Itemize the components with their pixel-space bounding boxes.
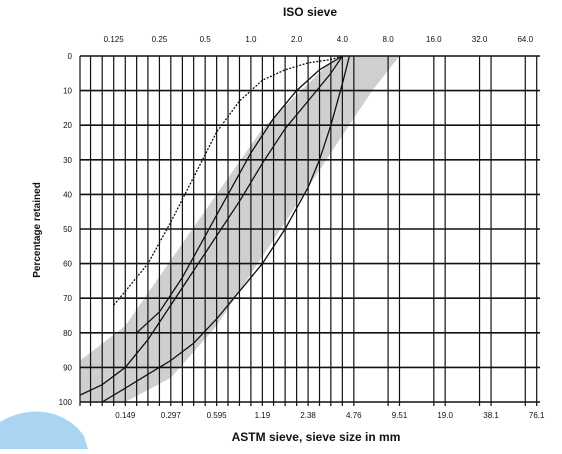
top-tick-label: 8.0 — [383, 35, 395, 44]
grading-curve — [79, 55, 343, 396]
top-tick-label: 32.0 — [472, 35, 488, 44]
bottom-tick-label: 0.149 — [115, 411, 136, 420]
bottom-tick-label: 1.19 — [255, 411, 271, 420]
top-tick-label: 0.25 — [152, 35, 168, 44]
grading-curves — [79, 55, 351, 403]
y-tick-label: 30 — [63, 156, 72, 165]
y-axis-label: Percentage retained — [32, 182, 43, 278]
top-tick-label: 2.0 — [291, 35, 303, 44]
tick-labels: 0 10 20 30 40 50 60 70 80 90 100 0.125 0.25 0.5 1.0 2.0… — [59, 35, 545, 420]
bottom-tick-label: 9.51 — [392, 411, 408, 420]
corner-badge — [0, 411, 88, 449]
x-axis-label: ASTM sieve, sieve size in mm — [232, 430, 401, 444]
y-tick-label: 90 — [63, 363, 72, 372]
grading-curve — [113, 55, 343, 306]
bottom-tick-label: 2.38 — [300, 411, 316, 420]
y-tick-label: 100 — [59, 398, 73, 407]
y-tick-label: 80 — [63, 329, 72, 338]
y-tick-label: 10 — [63, 87, 72, 96]
top-tick-label: 4.0 — [337, 35, 349, 44]
y-tick-label: 0 — [68, 52, 73, 61]
chart-title: ISO sieve — [283, 5, 337, 19]
y-tick-label: 70 — [63, 294, 72, 303]
bottom-tick-label: 0.297 — [161, 411, 182, 420]
top-tick-label: 1.0 — [245, 35, 257, 44]
top-tick-label: 0.125 — [104, 35, 125, 44]
top-tick-label: 0.5 — [200, 35, 212, 44]
top-tick-label: 16.0 — [426, 35, 442, 44]
y-tick-label: 40 — [63, 190, 72, 199]
y-tick-label: 60 — [63, 260, 72, 269]
bottom-tick-label: 38.1 — [483, 411, 499, 420]
bottom-tick-label: 76.1 — [529, 411, 545, 420]
bottom-tick-label: 4.76 — [346, 411, 362, 420]
y-tick-label: 20 — [63, 121, 72, 130]
bottom-tick-label: 0.595 — [207, 411, 228, 420]
grading-curve — [136, 55, 343, 334]
top-tick-label: 64.0 — [517, 35, 533, 44]
grading-curve — [101, 55, 351, 403]
bottom-tick-label: 19.0 — [437, 411, 453, 420]
y-tick-label: 50 — [63, 225, 72, 234]
grid — [79, 55, 540, 406]
